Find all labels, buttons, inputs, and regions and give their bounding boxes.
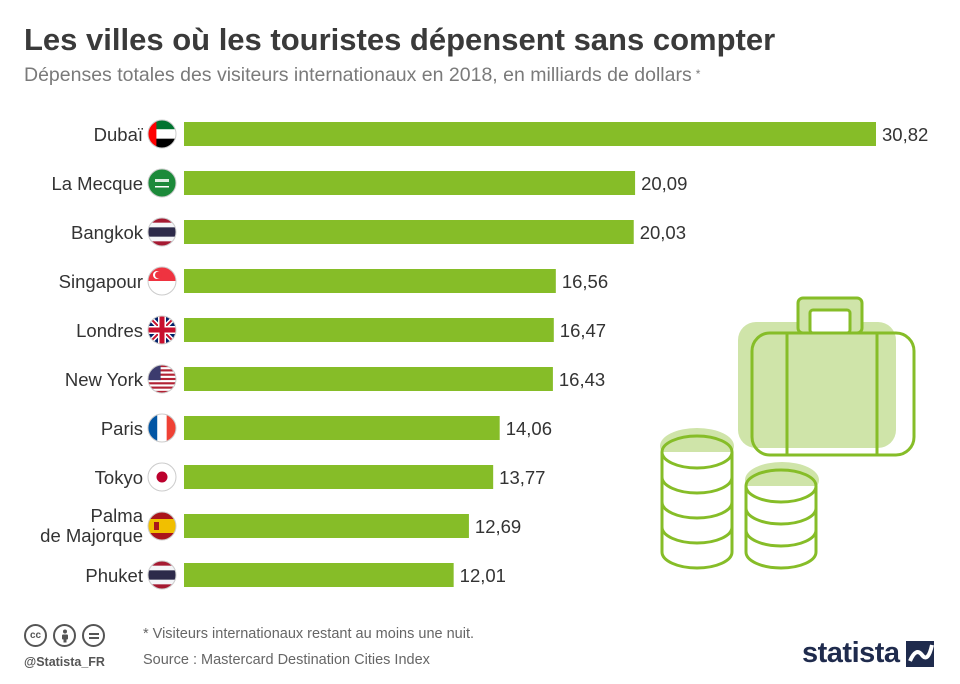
data-label: 12,69 <box>475 516 521 537</box>
statista-logo-icon <box>906 641 934 667</box>
flag-icon <box>147 315 177 345</box>
bar <box>184 416 500 440</box>
bar-row: 16,56 Singapour <box>59 266 608 296</box>
suitcase-icon <box>738 296 916 457</box>
category-label: Palma de Majorque <box>40 505 144 546</box>
data-label: 16,43 <box>559 369 605 390</box>
data-label: 14,06 <box>506 418 552 439</box>
flag-icon <box>147 168 177 198</box>
footnote: * Visiteurs internationaux restant au mo… <box>143 626 475 642</box>
bar-row: 30,82 Dubaï <box>94 119 928 149</box>
bar <box>184 367 553 391</box>
bar-row: 12,01 Phuket <box>85 560 506 590</box>
by-icon <box>53 624 76 647</box>
bar <box>184 318 554 342</box>
category-label: Paris <box>101 418 143 439</box>
category-label: Phuket <box>85 565 143 586</box>
bar <box>184 171 636 195</box>
coin-stack-icon <box>744 462 819 570</box>
license-icons: cc <box>24 624 105 647</box>
data-label: 20,03 <box>640 222 686 243</box>
subtitle-marker: * <box>695 67 701 81</box>
flag-icon <box>147 364 177 394</box>
bar <box>184 122 876 146</box>
flag-icon <box>147 217 177 247</box>
category-label: Tokyo <box>95 467 143 488</box>
bar-row: 14,06 Paris <box>101 413 552 443</box>
bars-group: 30,82 Dubaï 20,09 La Mecque 20,03 Bangkok 16,5… <box>40 119 928 590</box>
category-label: La Mecque <box>51 173 143 194</box>
subtitle-text: Dépenses totales des visiteurs internati… <box>24 64 692 86</box>
illustration <box>660 296 916 570</box>
bar-row: 20,09 La Mecque <box>51 168 687 198</box>
bar <box>184 514 469 538</box>
bar-row: 16,43 New York <box>65 364 605 394</box>
statista-handle: @Statista_FR <box>24 655 105 669</box>
bar <box>184 269 556 293</box>
bar-row: 16,47 Londres <box>76 315 606 345</box>
flag-icon <box>147 266 177 296</box>
bar <box>184 465 494 489</box>
bar <box>184 220 634 244</box>
bar-row: 20,03 Bangkok <box>71 217 686 247</box>
category-label: New York <box>65 369 144 390</box>
chart-title: Les villes où les touristes dépensent sa… <box>24 22 776 57</box>
data-label: 13,77 <box>499 467 545 488</box>
chart-subtitle: Dépenses totales des visiteurs internati… <box>24 64 700 87</box>
data-label: 20,09 <box>641 173 687 194</box>
data-label: 16,47 <box>560 320 606 341</box>
bar-row: 13,77 Tokyo <box>95 462 545 492</box>
data-label: 30,82 <box>882 124 928 145</box>
flag-icon <box>147 413 177 443</box>
flag-icon <box>147 462 177 492</box>
category-label: Dubaï <box>94 124 144 145</box>
bar <box>184 563 454 587</box>
source-note[interactable]: Source : Mastercard Destination Cities I… <box>143 652 430 668</box>
category-label: Bangkok <box>71 222 144 243</box>
flag-icon <box>147 560 177 590</box>
flag-icon <box>147 511 177 541</box>
cc-icon: cc <box>24 624 47 647</box>
coin-stack-icon <box>660 428 734 570</box>
bar-chart: 30,82 Dubaï 20,09 La Mecque 20,03 Bangkok 16,5… <box>40 119 928 590</box>
bar-row: 12,69 Palma de Majorque <box>40 505 521 546</box>
data-label: 12,01 <box>460 565 506 586</box>
statista-logo[interactable]: statista <box>802 637 900 669</box>
data-label: 16,56 <box>562 271 608 292</box>
nd-icon <box>82 624 105 647</box>
category-label: Singapour <box>59 271 143 292</box>
category-label: Londres <box>76 320 143 341</box>
flag-icon <box>147 119 177 149</box>
